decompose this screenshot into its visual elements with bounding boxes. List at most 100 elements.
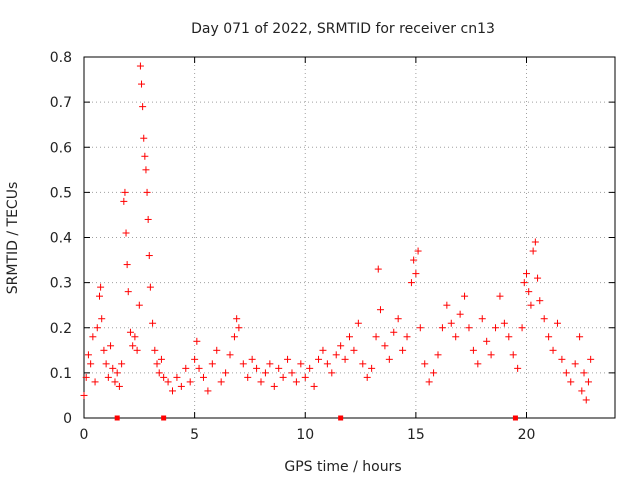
- data-point: [536, 297, 544, 305]
- data-point: [100, 346, 108, 354]
- data-point: [582, 396, 590, 404]
- data-point: [87, 360, 95, 368]
- data-point: [145, 252, 153, 260]
- data-point: [385, 355, 393, 363]
- data-point: [142, 166, 150, 174]
- data-point: [571, 360, 579, 368]
- data-point: [155, 369, 163, 377]
- data-point: [213, 346, 221, 354]
- data-point: [376, 306, 384, 314]
- data-point: [208, 360, 216, 368]
- data-point: [123, 261, 131, 269]
- data-point: [443, 301, 451, 309]
- data-point: [553, 319, 561, 327]
- data-point: [95, 292, 103, 300]
- data-point: [452, 333, 460, 341]
- data-point: [109, 364, 117, 372]
- data-point: [509, 351, 517, 359]
- data-point: [337, 342, 345, 350]
- data-point: [248, 355, 256, 363]
- data-point: [407, 279, 415, 287]
- data-point: [91, 378, 99, 386]
- data-point: [580, 369, 588, 377]
- data-point: [143, 188, 151, 196]
- data-point: [346, 333, 353, 341]
- y-tick-label: 0.5: [50, 185, 72, 201]
- data-point: [534, 274, 542, 282]
- gap-marker: [114, 415, 120, 421]
- data-point: [394, 315, 402, 323]
- data-point: [410, 256, 418, 264]
- data-point: [261, 369, 269, 377]
- data-point: [144, 215, 152, 223]
- data-point: [139, 103, 147, 111]
- data-point: [438, 324, 446, 332]
- data-point: [531, 238, 539, 246]
- data-point: [233, 315, 241, 323]
- x-tick-label: 5: [190, 427, 199, 443]
- data-point: [496, 292, 504, 300]
- data-point: [169, 387, 176, 395]
- data-point: [403, 333, 411, 341]
- x-tick-label: 10: [296, 427, 314, 443]
- data-point: [567, 378, 575, 386]
- y-tick-label: 0.1: [50, 366, 72, 382]
- data-point: [204, 387, 212, 395]
- data-point: [461, 292, 469, 300]
- y-tick-label: 0: [63, 411, 72, 427]
- data-point: [523, 270, 530, 278]
- data-point: [363, 373, 371, 381]
- data-point: [469, 346, 477, 354]
- data-point: [257, 378, 265, 386]
- y-tick-label: 0.2: [50, 321, 72, 337]
- data-point: [425, 378, 433, 386]
- gap-marker: [161, 415, 167, 421]
- data-point: [527, 301, 535, 309]
- data-point: [111, 378, 119, 386]
- data-point: [478, 315, 486, 323]
- data-point: [115, 382, 123, 390]
- data-point: [416, 324, 424, 332]
- data-point: [270, 382, 278, 390]
- data-point: [226, 351, 234, 359]
- data-point: [140, 134, 148, 142]
- data-point: [518, 324, 526, 332]
- data-point: [230, 333, 238, 341]
- data-point: [368, 364, 376, 372]
- y-axis-label: SRMTID / TECUs: [5, 182, 21, 295]
- data-point: [500, 319, 508, 327]
- data-point: [292, 378, 300, 386]
- data-point: [157, 355, 165, 363]
- data-point: [193, 337, 201, 345]
- data-point: [235, 324, 243, 332]
- data-point: [195, 364, 203, 372]
- y-tick-label: 0.6: [50, 140, 72, 156]
- data-point: [118, 360, 126, 368]
- y-tick-label: 0.4: [50, 231, 72, 247]
- data-point: [540, 315, 548, 323]
- data-point: [576, 333, 584, 341]
- data-point: [310, 382, 318, 390]
- data-point: [306, 364, 314, 372]
- y-tick-label: 0.3: [50, 276, 72, 292]
- data-point: [514, 364, 522, 372]
- data-point: [80, 391, 88, 399]
- data-point: [239, 360, 247, 368]
- data-point: [82, 373, 90, 381]
- data-point: [359, 360, 367, 368]
- data-point: [266, 360, 274, 368]
- data-point: [126, 328, 134, 336]
- data-point: [297, 360, 305, 368]
- data-point: [434, 351, 442, 359]
- plot-frame: [83, 56, 616, 419]
- data-point: [558, 355, 566, 363]
- data-point: [186, 378, 194, 386]
- data-point: [102, 360, 110, 368]
- data-point: [121, 188, 129, 196]
- data-point: [374, 265, 382, 273]
- data-point: [319, 346, 327, 354]
- gap-marker: [338, 415, 344, 421]
- data-point: [350, 346, 358, 354]
- data-point: [584, 378, 592, 386]
